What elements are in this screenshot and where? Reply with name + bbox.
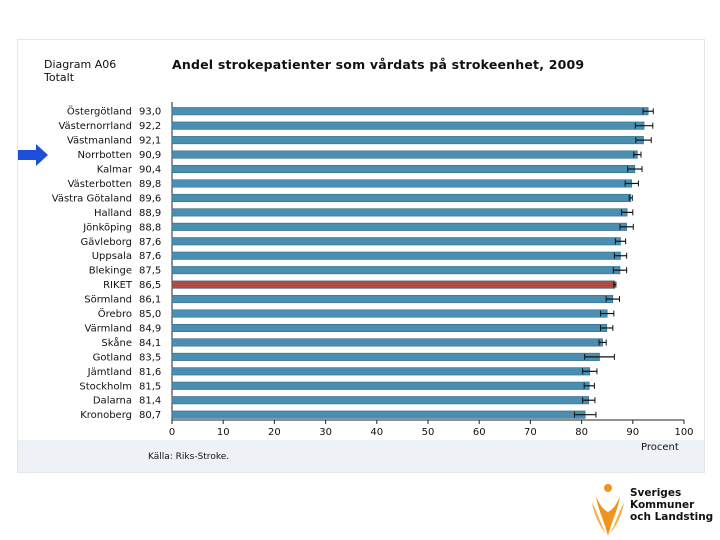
category-label: Jämtland (87, 367, 132, 378)
value-label: 86,5 (139, 280, 161, 291)
category-label: Värmland (85, 323, 132, 334)
value-label: 86,1 (139, 295, 161, 306)
value-label: 84,9 (139, 323, 161, 334)
bar (171, 323, 607, 332)
category-label: Örebro (98, 307, 132, 320)
value-label: 87,5 (139, 266, 161, 277)
value-label: 93,0 (139, 107, 161, 118)
x-tick-label: 90 (626, 427, 639, 438)
category-label: Östergötland (67, 105, 132, 118)
x-tick-label: 30 (319, 427, 332, 438)
x-tick-label: 80 (575, 427, 588, 438)
logo-line-3: och Landsting (630, 511, 714, 523)
bar (171, 237, 621, 246)
x-tick-label: 60 (473, 427, 486, 438)
x-tick-label: 40 (370, 427, 383, 438)
value-label: 88,8 (139, 222, 161, 233)
bar (171, 208, 628, 217)
value-label: 88,9 (139, 208, 161, 219)
logo-line-2: Kommuner (630, 499, 695, 511)
bar (171, 165, 636, 174)
bar (171, 309, 608, 318)
category-label: Halland (94, 208, 132, 219)
value-label: 85,0 (139, 309, 161, 320)
category-label: Gävleborg (81, 237, 132, 248)
bar (171, 179, 633, 188)
bar (171, 396, 590, 405)
x-tick-label: 100 (674, 427, 693, 438)
value-label: 92,2 (139, 121, 161, 132)
diagram-code-label: Diagram A06 (44, 58, 117, 71)
value-label: 87,6 (139, 237, 161, 248)
source-note: Källa: Riks-Stroke. (148, 452, 230, 462)
category-label: Västra Götaland (52, 193, 132, 204)
bar (171, 251, 621, 260)
chart-title: Andel strokepatienter som vårdats på str… (172, 57, 585, 72)
bar (171, 107, 649, 116)
x-axis-unit-label: Procent (641, 442, 679, 453)
bar (171, 280, 616, 289)
bar (171, 121, 645, 130)
category-label: Norrbotten (78, 150, 132, 161)
category-label: Skåne (101, 336, 132, 349)
bar (171, 367, 591, 376)
bar (171, 150, 638, 159)
bar (171, 193, 632, 202)
bar (171, 410, 586, 419)
bar (171, 381, 590, 390)
category-label: Västmanland (67, 136, 132, 147)
x-tick-label: 10 (217, 427, 230, 438)
category-label: Västerbotten (68, 179, 132, 190)
value-label: 83,5 (139, 352, 161, 363)
value-label: 89,8 (139, 179, 161, 190)
bar (171, 338, 603, 347)
diagram-code: Diagram A06 Totalt (44, 58, 116, 84)
chart-panel-footer (18, 440, 704, 472)
value-label: 89,6 (139, 193, 161, 204)
bar (171, 222, 627, 231)
category-label: Kalmar (97, 165, 133, 176)
category-label: Gotland (93, 352, 132, 363)
value-label: 84,1 (139, 338, 161, 349)
value-label: 80,7 (139, 410, 161, 421)
bar (171, 266, 621, 275)
x-tick-label: 50 (422, 427, 435, 438)
skl-logo-icon (592, 484, 624, 536)
category-label: RIKET (103, 280, 133, 291)
x-tick-label: 0 (169, 427, 175, 438)
value-label: 81,5 (139, 381, 161, 392)
arrow-right-icon (18, 143, 48, 166)
x-tick-label: 20 (268, 427, 281, 438)
x-tick-label: 70 (524, 427, 537, 438)
value-label: 81,4 (139, 396, 161, 407)
diagram-subtitle: Totalt (44, 71, 75, 84)
category-label: Västernorrland (58, 121, 132, 132)
value-label: 92,1 (139, 136, 161, 147)
category-label: Kronoberg (80, 410, 132, 421)
value-label: 87,6 (139, 251, 161, 262)
bar (171, 352, 600, 361)
value-label: 81,6 (139, 367, 161, 378)
category-label: Jönköping (82, 222, 132, 233)
category-label: Uppsala (92, 251, 132, 262)
bar (171, 136, 644, 145)
bar (171, 295, 614, 304)
value-label: 90,9 (139, 150, 161, 161)
category-label: Sörmland (84, 295, 132, 306)
category-label: Dalarna (93, 396, 132, 407)
logo-line-1: Sveriges (630, 487, 682, 499)
value-label: 90,4 (139, 165, 161, 176)
category-label: Blekinge (89, 266, 132, 277)
skl-logo-text: Sveriges Kommuner och Landsting (630, 487, 713, 523)
category-label: Stockholm (79, 381, 132, 392)
